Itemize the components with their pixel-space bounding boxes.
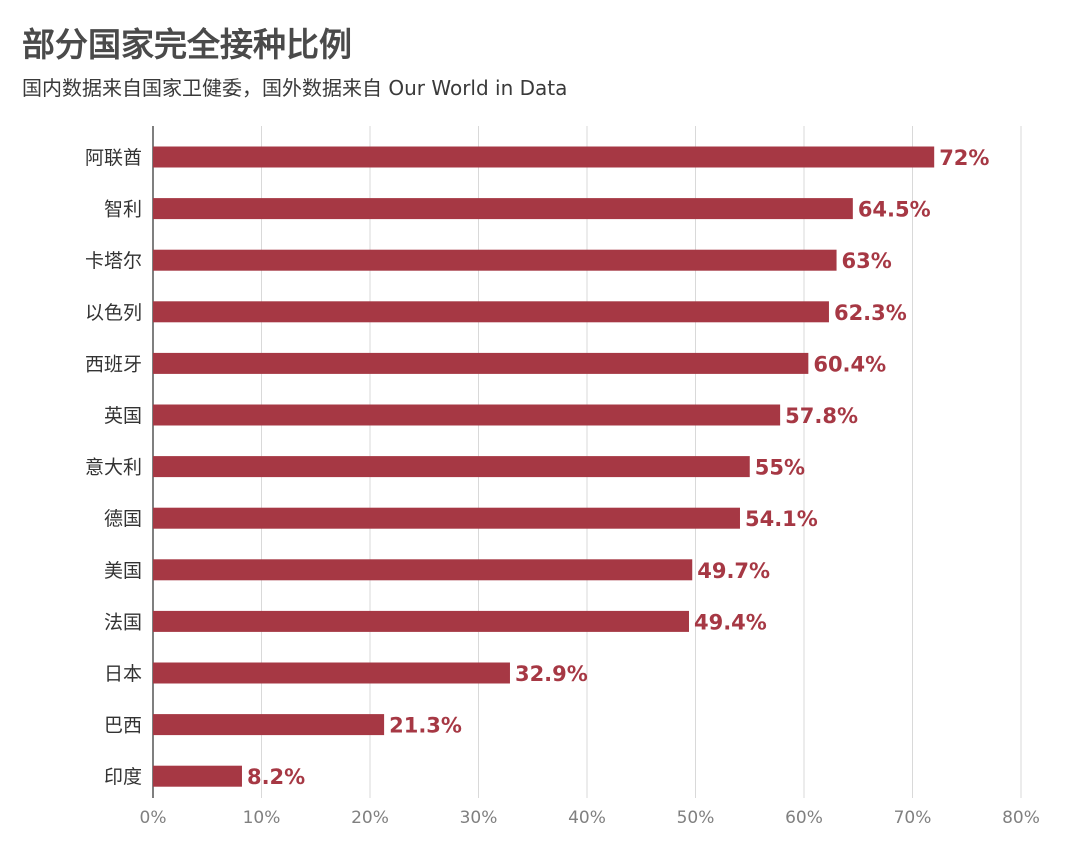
value-label: 63% (842, 249, 892, 273)
chart-subtitle: 国内数据来自国家卫健委，国外数据来自 Our World in Data (22, 76, 568, 100)
x-tick-label: 80% (1002, 808, 1040, 828)
value-label: 57.8% (785, 404, 858, 428)
chart-title: 部分国家完全接种比例 (22, 25, 352, 64)
bar (153, 610, 689, 632)
category-label: 印度 (104, 766, 142, 788)
category-label: 德国 (104, 508, 142, 530)
value-label: 54.1% (745, 507, 818, 531)
category-label: 美国 (104, 560, 142, 582)
category-label: 意大利 (85, 457, 142, 479)
value-label: 55% (755, 456, 805, 480)
x-tick-label: 0% (140, 808, 167, 828)
category-label: 英国 (104, 405, 142, 427)
bar (153, 765, 242, 787)
category-label: 巴西 (104, 715, 142, 737)
category-label: 法国 (104, 611, 142, 633)
value-label: 64.5% (858, 198, 931, 222)
bar (153, 198, 853, 220)
category-label: 西班牙 (85, 353, 142, 375)
category-label: 智利 (104, 199, 142, 221)
value-label: 32.9% (515, 662, 588, 686)
bar (153, 249, 837, 271)
category-label: 卡塔尔 (85, 250, 142, 272)
x-tick-label: 10% (243, 808, 281, 828)
bar (153, 456, 750, 478)
value-label: 60.4% (813, 352, 886, 376)
x-tick-label: 70% (894, 808, 932, 828)
x-tick-label: 40% (568, 808, 606, 828)
bar (153, 662, 510, 684)
x-tick-label: 20% (351, 808, 389, 828)
x-tick-label: 30% (460, 808, 498, 828)
bar (153, 301, 829, 323)
value-label: 72% (939, 146, 989, 170)
bar (153, 352, 809, 374)
value-label: 62.3% (834, 301, 907, 325)
bar (153, 714, 385, 736)
value-label: 49.7% (697, 559, 770, 583)
x-tick-label: 50% (677, 808, 715, 828)
bar (153, 146, 935, 168)
value-label: 21.3% (389, 714, 462, 738)
category-label: 日本 (104, 663, 142, 685)
x-tick-label: 60% (785, 808, 823, 828)
category-label: 以色列 (85, 302, 142, 324)
value-label: 8.2% (247, 765, 305, 789)
bar (153, 507, 740, 529)
value-label: 49.4% (694, 610, 767, 634)
category-label: 阿联酋 (85, 147, 142, 169)
bar (153, 404, 781, 426)
bar (153, 559, 693, 581)
